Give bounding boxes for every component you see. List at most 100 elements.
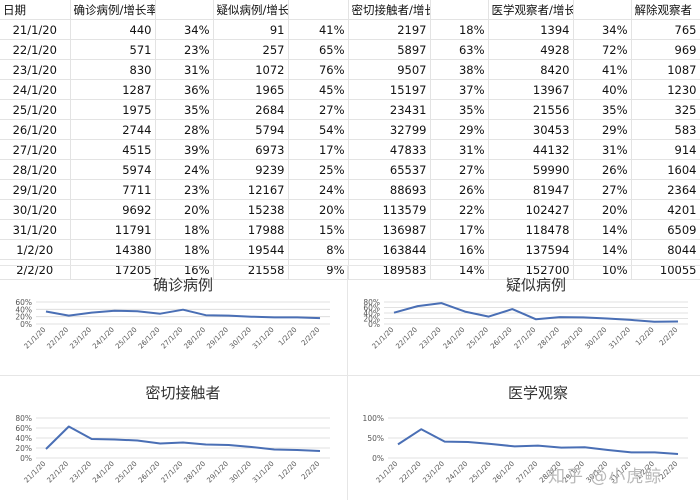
table-cell[interactable]: 16% [430, 239, 489, 260]
table-cell[interactable]: 35% [573, 99, 632, 120]
table-cell[interactable]: 36% [155, 79, 214, 100]
table-cell[interactable]: 23% [155, 179, 214, 200]
table-cell[interactable]: 325 [631, 99, 700, 120]
table-cell[interactable]: 17205 [70, 259, 156, 280]
table-cell[interactable]: 31% [573, 139, 632, 160]
table-cell[interactable]: 1/2/20 [0, 239, 71, 260]
table-cell[interactable]: 23431 [348, 99, 431, 120]
table-cell[interactable]: 22% [430, 199, 489, 220]
table-cell[interactable]: 830 [70, 59, 156, 80]
table-cell[interactable]: 20% [155, 199, 214, 220]
table-cell[interactable]: 38% [430, 59, 489, 80]
header-cell[interactable] [573, 0, 632, 20]
table-cell[interactable]: 1394 [488, 19, 574, 40]
table-cell[interactable]: 32799 [348, 119, 431, 140]
table-cell[interactable]: 39% [155, 139, 214, 160]
table-cell[interactable]: 2364 [631, 179, 700, 200]
table-cell[interactable]: 1230 [631, 79, 700, 100]
table-cell[interactable]: 5974 [70, 159, 156, 180]
table-cell[interactable]: 26% [573, 159, 632, 180]
table-cell[interactable]: 25% [288, 159, 349, 180]
table-cell[interactable]: 17% [430, 219, 489, 240]
header-cell[interactable]: 确诊病例/增长率 [70, 0, 156, 20]
table-cell[interactable]: 88693 [348, 179, 431, 200]
table-cell[interactable]: 27% [573, 179, 632, 200]
table-cell[interactable]: 81947 [488, 179, 574, 200]
table-cell[interactable]: 8044 [631, 239, 700, 260]
table-cell[interactable]: 1087 [631, 59, 700, 80]
table-cell[interactable]: 137594 [488, 239, 574, 260]
table-cell[interactable]: 9692 [70, 199, 156, 220]
table-cell[interactable]: 17% [288, 139, 349, 160]
table-cell[interactable]: 28% [155, 119, 214, 140]
table-cell[interactable]: 65% [288, 39, 349, 60]
table-cell[interactable]: 40% [573, 79, 632, 100]
table-cell[interactable]: 29% [573, 119, 632, 140]
table-cell[interactable]: 4928 [488, 39, 574, 60]
table-cell[interactable]: 9239 [213, 159, 289, 180]
table-cell[interactable]: 13967 [488, 79, 574, 100]
table-cell[interactable]: 24/1/20 [0, 79, 71, 100]
chart-suspected[interactable]: 疑似病例 0% 20% 40% 60% 80% 21/1/20 22/1/20 23/1/20 2… [348, 266, 700, 374]
table-cell[interactable]: 26/1/20 [0, 119, 71, 140]
table-cell[interactable]: 30453 [488, 119, 574, 140]
table-cell[interactable]: 65537 [348, 159, 431, 180]
table-cell[interactable]: 23% [155, 39, 214, 60]
table-cell[interactable]: 2744 [70, 119, 156, 140]
table-cell[interactable]: 10055 [631, 259, 700, 280]
table-cell[interactable]: 76% [288, 59, 349, 80]
table-cell[interactable]: 14% [430, 259, 489, 280]
table-cell[interactable]: 583 [631, 119, 700, 140]
table-cell[interactable]: 1072 [213, 59, 289, 80]
table-cell[interactable]: 31/1/20 [0, 219, 71, 240]
table-cell[interactable]: 914 [631, 139, 700, 160]
table-cell[interactable]: 31% [430, 139, 489, 160]
table-cell[interactable]: 41% [288, 19, 349, 40]
table-cell[interactable]: 24% [155, 159, 214, 180]
table-cell[interactable]: 163844 [348, 239, 431, 260]
table-cell[interactable]: 765 [631, 19, 700, 40]
table-cell[interactable]: 23/1/20 [0, 59, 71, 80]
table-cell[interactable]: 27% [288, 99, 349, 120]
table-cell[interactable]: 35% [430, 99, 489, 120]
header-cell[interactable]: 解除观察者 [631, 0, 700, 20]
table-cell[interactable]: 27/1/20 [0, 139, 71, 160]
table-cell[interactable]: 20% [573, 199, 632, 220]
table-cell[interactable]: 118478 [488, 219, 574, 240]
table-cell[interactable]: 1965 [213, 79, 289, 100]
table-cell[interactable]: 29/1/20 [0, 179, 71, 200]
table-cell[interactable]: 22/1/20 [0, 39, 71, 60]
table-cell[interactable]: 2197 [348, 19, 431, 40]
header-cell[interactable] [155, 0, 214, 20]
table-cell[interactable]: 189583 [348, 259, 431, 280]
table-cell[interactable]: 91 [213, 19, 289, 40]
table-cell[interactable]: 4515 [70, 139, 156, 160]
table-cell[interactable]: 21/1/20 [0, 19, 71, 40]
header-cell[interactable]: 密切接触者/增长率 [348, 0, 431, 20]
table-cell[interactable]: 29% [430, 119, 489, 140]
table-cell[interactable]: 5794 [213, 119, 289, 140]
table-cell[interactable]: 257 [213, 39, 289, 60]
table-cell[interactable]: 4201 [631, 199, 700, 220]
table-cell[interactable]: 14380 [70, 239, 156, 260]
table-cell[interactable]: 34% [573, 19, 632, 40]
table-cell[interactable]: 571 [70, 39, 156, 60]
chart-confirmed[interactable]: 确诊病例 0% 20% 40% 60% 21/1/20 22/1/20 23/1/20 24/1… [0, 266, 347, 374]
table-cell[interactable]: 21558 [213, 259, 289, 280]
header-cell[interactable]: 日期 [0, 0, 71, 20]
table-cell[interactable]: 113579 [348, 199, 431, 220]
table-cell[interactable]: 37% [430, 79, 489, 100]
table-cell[interactable]: 2/2/20 [0, 259, 71, 280]
table-cell[interactable]: 27% [430, 159, 489, 180]
table-cell[interactable]: 8420 [488, 59, 574, 80]
chart-close-contacts[interactable]: 密切接触者 0% 20% 40% 60% 80% 21/1/20 22/1/20 23/1/20… [0, 376, 347, 500]
table-cell[interactable]: 152700 [488, 259, 574, 280]
table-cell[interactable]: 11791 [70, 219, 156, 240]
table-cell[interactable]: 12167 [213, 179, 289, 200]
table-cell[interactable]: 35% [155, 99, 214, 120]
table-cell[interactable]: 17988 [213, 219, 289, 240]
table-cell[interactable]: 25/1/20 [0, 99, 71, 120]
header-cell[interactable]: 疑似病例/增长率 [213, 0, 289, 20]
header-cell[interactable]: 医学观察者/增长率 [488, 0, 574, 20]
table-cell[interactable]: 45% [288, 79, 349, 100]
